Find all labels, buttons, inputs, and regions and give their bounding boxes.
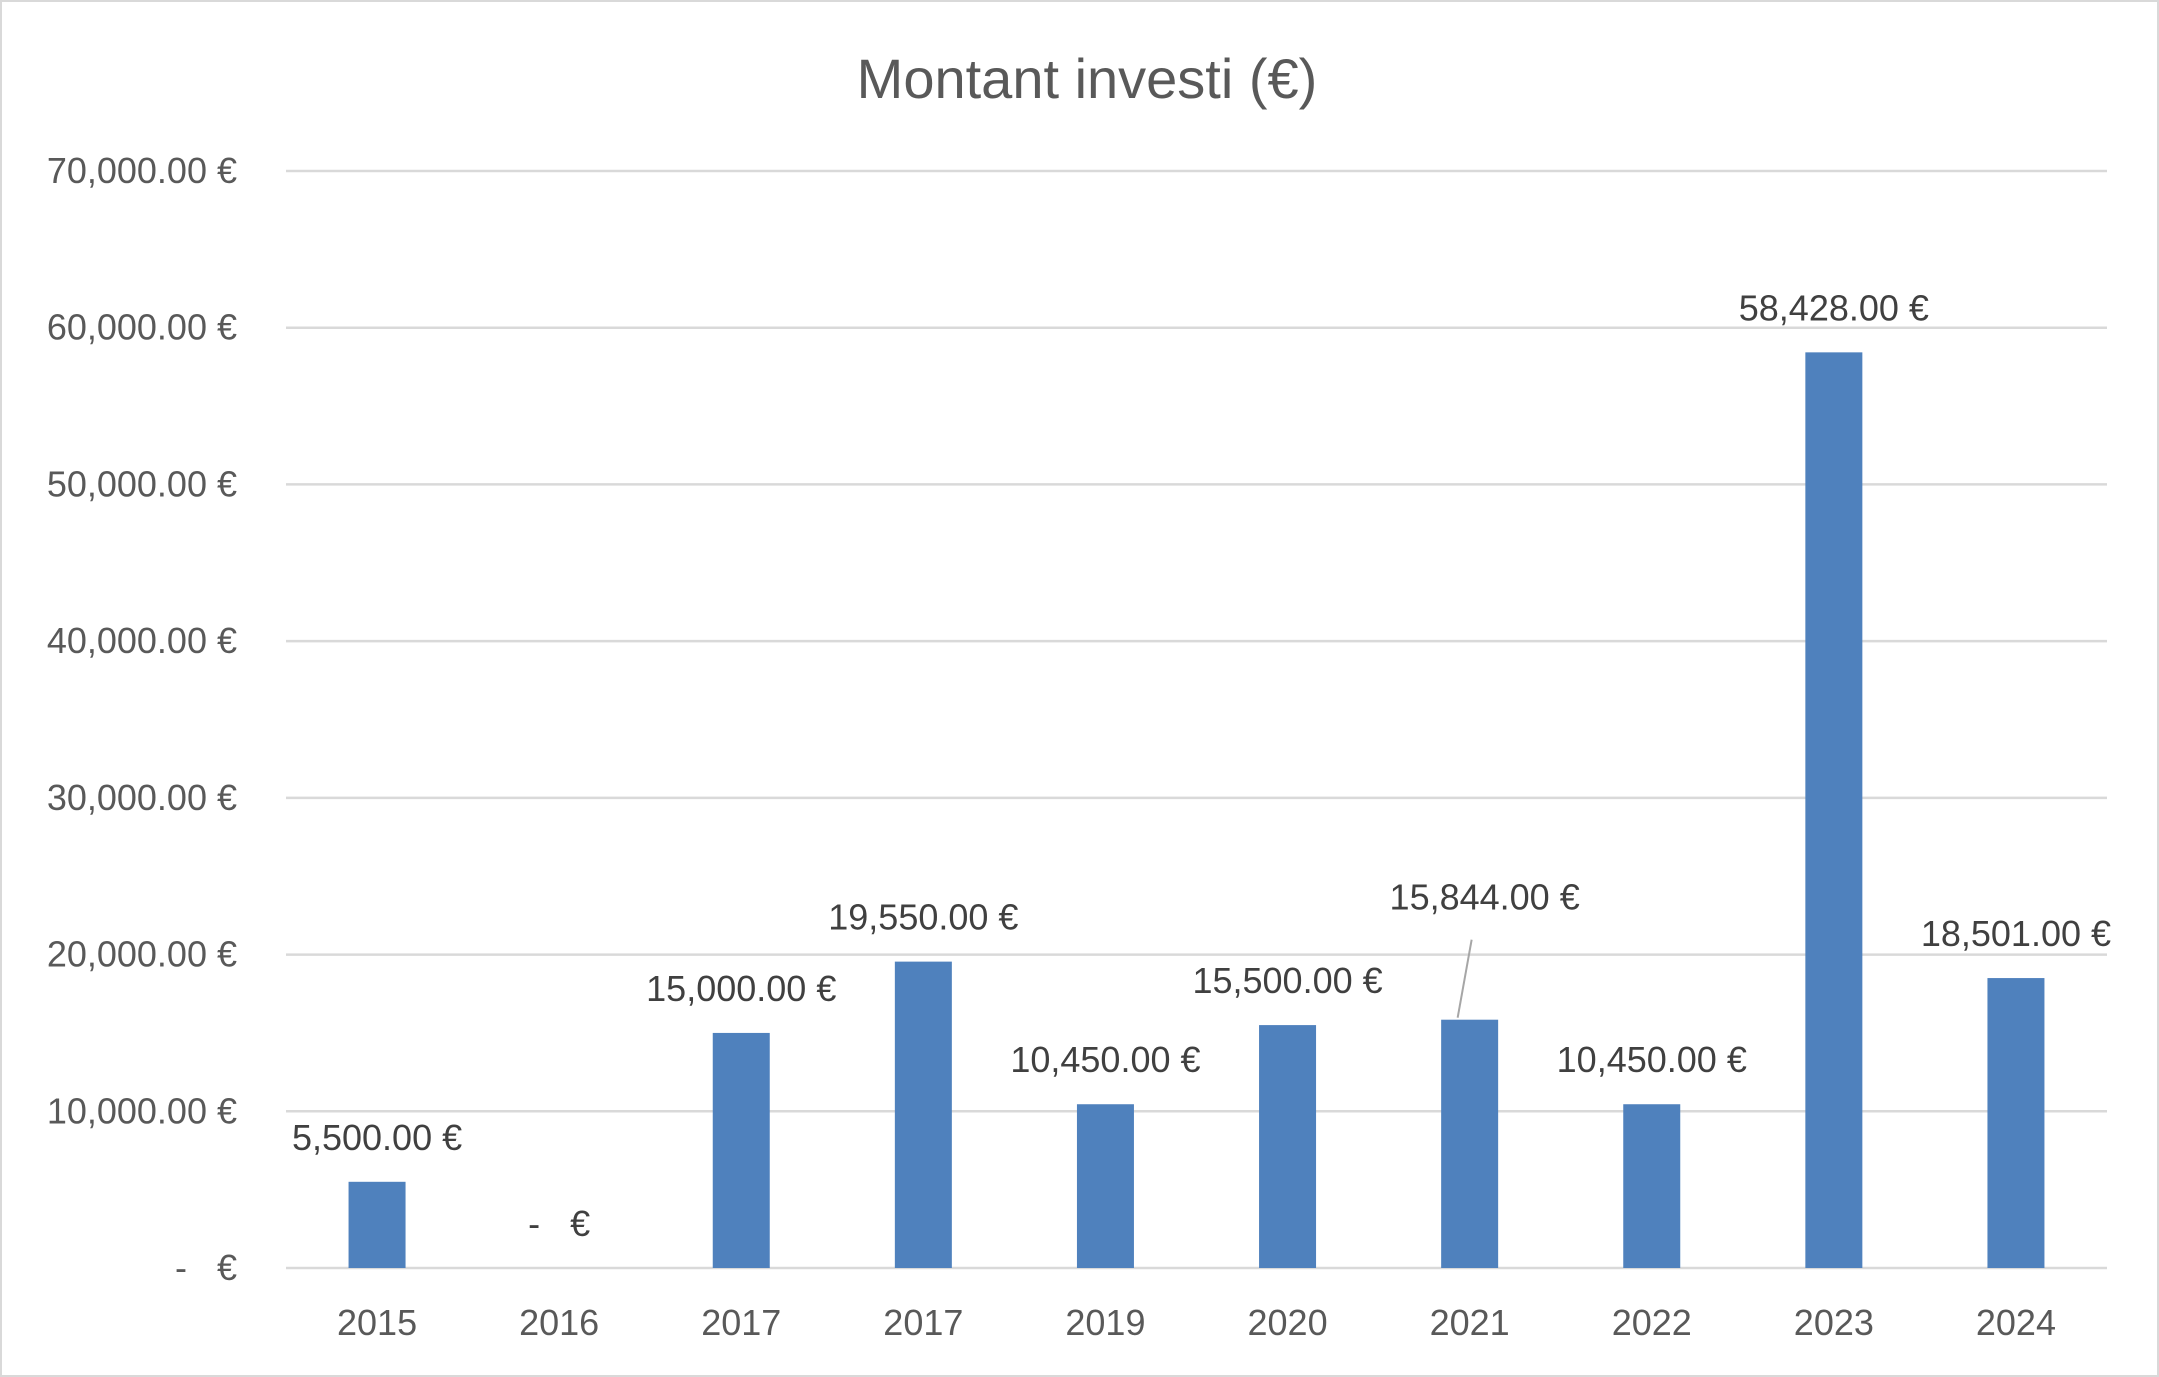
data-label: 15,000.00 €: [646, 968, 836, 1009]
y-tick-label: 20,000.00 €: [47, 934, 237, 975]
x-tick-label: 2020: [1248, 1302, 1328, 1343]
x-tick-label: 2019: [1065, 1302, 1145, 1343]
bar: [712, 1032, 770, 1268]
bar: [348, 1181, 406, 1268]
y-axis-tick-labels: - € 10,000.00 € 20,000.00 € 30,000.00 € 40,0…: [47, 150, 237, 1288]
data-label: 5,500.00 €: [292, 1117, 462, 1158]
data-label: 19,550.00 €: [828, 897, 1018, 938]
data-label: - €: [528, 1203, 590, 1244]
y-tick-label: - €: [175, 1247, 237, 1288]
x-tick-label: 2023: [1794, 1302, 1874, 1343]
y-tick-label: 70,000.00 €: [47, 150, 237, 191]
x-tick-label: 2017: [883, 1302, 963, 1343]
bar: [1259, 1025, 1317, 1268]
bar: [1623, 1104, 1681, 1268]
gridlines: [286, 169, 2107, 1270]
y-tick-label: 30,000.00 €: [47, 777, 237, 818]
data-label-leader-line: [1456, 939, 1473, 1018]
data-label: 10,450.00 €: [1010, 1039, 1200, 1080]
data-label: 15,500.00 €: [1192, 960, 1382, 1001]
x-tick-label: 2017: [701, 1302, 781, 1343]
bar: [1805, 352, 1863, 1269]
data-labels: 5,500.00 € - € 15,000.00 € 19,550.00 € 10,45…: [292, 287, 2111, 1244]
y-tick-label: 50,000.00 €: [47, 463, 237, 504]
x-tick-label: 2015: [337, 1302, 417, 1343]
data-label: 58,428.00 €: [1739, 287, 1929, 328]
y-tick-label: 10,000.00 €: [47, 1090, 237, 1131]
bar: [1441, 1019, 1499, 1268]
y-tick-label: 60,000.00 €: [47, 307, 237, 348]
bar: [1076, 1104, 1134, 1268]
data-label: 10,450.00 €: [1557, 1039, 1747, 1080]
y-tick-label: 40,000.00 €: [47, 620, 237, 661]
data-label: 18,501.00 €: [1921, 913, 2111, 954]
x-axis-tick-labels: 2015 2016 2017 2017 2019 2020 2021 2022 2023 2024: [337, 1302, 2056, 1343]
x-tick-label: 2022: [1612, 1302, 1692, 1343]
chart-title: Montant investi (€): [857, 47, 1318, 110]
bars: [348, 352, 2045, 1269]
x-tick-label: 2021: [1430, 1302, 1510, 1343]
x-tick-label: 2016: [519, 1302, 599, 1343]
bar: [1987, 978, 2045, 1268]
x-tick-label: 2024: [1976, 1302, 2056, 1343]
data-label: 15,844.00 €: [1390, 877, 1580, 918]
bar: [894, 961, 952, 1268]
